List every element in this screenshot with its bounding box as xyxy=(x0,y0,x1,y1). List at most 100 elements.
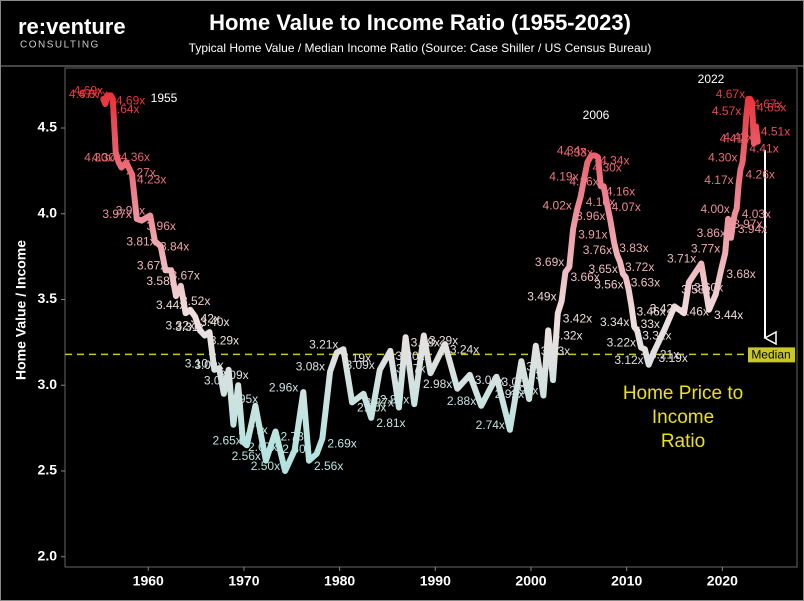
y-tick-label: 4.0 xyxy=(38,204,58,220)
value-label: 4.19x xyxy=(549,169,578,183)
value-label: 3.14x xyxy=(526,359,555,373)
value-label: 4.34x xyxy=(557,144,586,158)
value-label: 3.42x xyxy=(191,311,220,325)
value-label: 2.67x xyxy=(248,440,277,454)
value-label: 2.60x xyxy=(282,442,311,456)
value-label: 2.77x xyxy=(238,423,267,437)
value-label: 3.09x xyxy=(219,368,248,382)
value-label: 2.73x xyxy=(281,430,310,444)
plot-area xyxy=(64,67,798,568)
value-label: 3.65x xyxy=(588,262,617,276)
chart-subtitle: Typical Home Value / Median Income Ratio… xyxy=(189,41,652,55)
value-label: 4.10x xyxy=(586,195,615,209)
value-label: 2.88x xyxy=(447,394,476,408)
value-label: 4.02x xyxy=(543,198,572,212)
value-label: 4.30x xyxy=(708,150,737,164)
value-label: 3.22x xyxy=(607,336,636,350)
chart-title: Home Value to Income Ratio (1955-2023) xyxy=(209,10,631,35)
value-label: 3.84x xyxy=(160,239,189,253)
value-label: 3.86x xyxy=(697,226,726,240)
value-label: 3.19x xyxy=(342,351,371,365)
value-label: 4.16x xyxy=(606,184,635,198)
value-label: 2.56x xyxy=(232,449,261,463)
value-label: 3.10x xyxy=(185,356,214,370)
value-label: 3.63x xyxy=(631,275,660,289)
value-label: 3.97x xyxy=(733,217,762,231)
value-label: 2.92x xyxy=(495,387,524,401)
x-tick-label: 2020 xyxy=(707,573,738,589)
value-label: 4.67x xyxy=(716,87,745,101)
value-label: 4.36x xyxy=(121,150,150,164)
value-label: 3.19x xyxy=(658,351,687,365)
value-label: 3.32x xyxy=(166,319,195,333)
value-label: 4.30x xyxy=(592,160,621,174)
y-axis-label: Home Value / Income xyxy=(13,240,29,380)
x-tick-label: 1960 xyxy=(133,573,164,589)
value-label: 4.67x xyxy=(78,87,107,101)
value-label: 2.94x xyxy=(509,384,538,398)
value-label: 2.65x xyxy=(212,433,241,447)
value-label: 3.40x xyxy=(200,315,229,329)
value-label: 4.26x xyxy=(746,167,775,181)
value-label: 3.96x xyxy=(147,219,176,233)
annotation: 1955 xyxy=(151,91,178,105)
value-label: 3.32x xyxy=(642,329,671,343)
value-label: 3.77x xyxy=(691,241,720,255)
value-label: 2.87x xyxy=(365,396,394,410)
value-label: 2.95x xyxy=(229,392,258,406)
value-label: 4.17x xyxy=(704,173,733,187)
value-label: 3.24x xyxy=(450,342,479,356)
value-label: 3.21x xyxy=(309,337,338,351)
value-label: 3.91x xyxy=(578,227,607,241)
value-label: 3.42x xyxy=(563,311,592,325)
callout: Ratio xyxy=(661,431,705,452)
value-label: 3.49x xyxy=(527,289,556,303)
value-label: 3.46x xyxy=(636,305,665,319)
value-label: 4.27x xyxy=(126,166,155,180)
value-label: 2.96x xyxy=(269,380,298,394)
value-label: 4.16x xyxy=(569,174,598,188)
value-label: 3.21x xyxy=(650,347,679,361)
value-label: 3.23x xyxy=(541,344,570,358)
value-label: 4.07x xyxy=(612,200,641,214)
value-label: 4.34x xyxy=(600,154,629,168)
value-label: 3.96x xyxy=(576,209,605,223)
value-label: 3.08x xyxy=(296,360,325,374)
callout: Income xyxy=(652,407,714,428)
value-label: 3.67x xyxy=(170,269,199,283)
value-label: 4.64x xyxy=(110,102,139,116)
logo-tagline: CONSULTING xyxy=(20,40,100,51)
value-label: 3.68x xyxy=(726,267,755,281)
value-label: 3.29x xyxy=(210,334,239,348)
value-label: 3.44x xyxy=(714,308,743,322)
value-label: 3.28x xyxy=(411,335,440,349)
value-label: 4.23x xyxy=(137,172,166,186)
value-label: 4.67x xyxy=(753,97,782,111)
value-label: 4.30x xyxy=(92,150,121,164)
value-label: 3.72x xyxy=(625,260,654,274)
value-label: 3.09x xyxy=(345,358,374,372)
value-label: 4.67x xyxy=(69,87,98,101)
value-label: 3.99x xyxy=(116,204,145,218)
y-tick-label: 3.5 xyxy=(38,290,58,306)
value-label: 3.20x xyxy=(395,349,424,363)
median-label: Median xyxy=(751,348,790,362)
value-label: 3.97x xyxy=(102,207,131,221)
value-label: 3.81x xyxy=(126,235,155,249)
value-label: 3.00x xyxy=(204,373,233,387)
value-label: 4.42x xyxy=(723,130,752,144)
value-label: 3.07x xyxy=(396,361,425,375)
value-label: 2.90x xyxy=(357,401,386,415)
value-label: 3.76x xyxy=(583,243,612,257)
value-label: 4.51x xyxy=(761,124,790,138)
callout: Home Price to xyxy=(623,383,743,404)
value-label: 3.42x xyxy=(650,301,679,315)
value-label: 3.32x xyxy=(553,329,582,343)
value-label: 2.81x xyxy=(376,416,405,430)
y-tick-label: 2.0 xyxy=(38,547,58,563)
value-label: 4.30x xyxy=(84,150,113,164)
value-label: 4.41x xyxy=(749,142,778,156)
value-label: 2.69x xyxy=(327,437,356,451)
value-label: 3.31x xyxy=(175,320,204,334)
value-label: 3.46x xyxy=(680,305,709,319)
